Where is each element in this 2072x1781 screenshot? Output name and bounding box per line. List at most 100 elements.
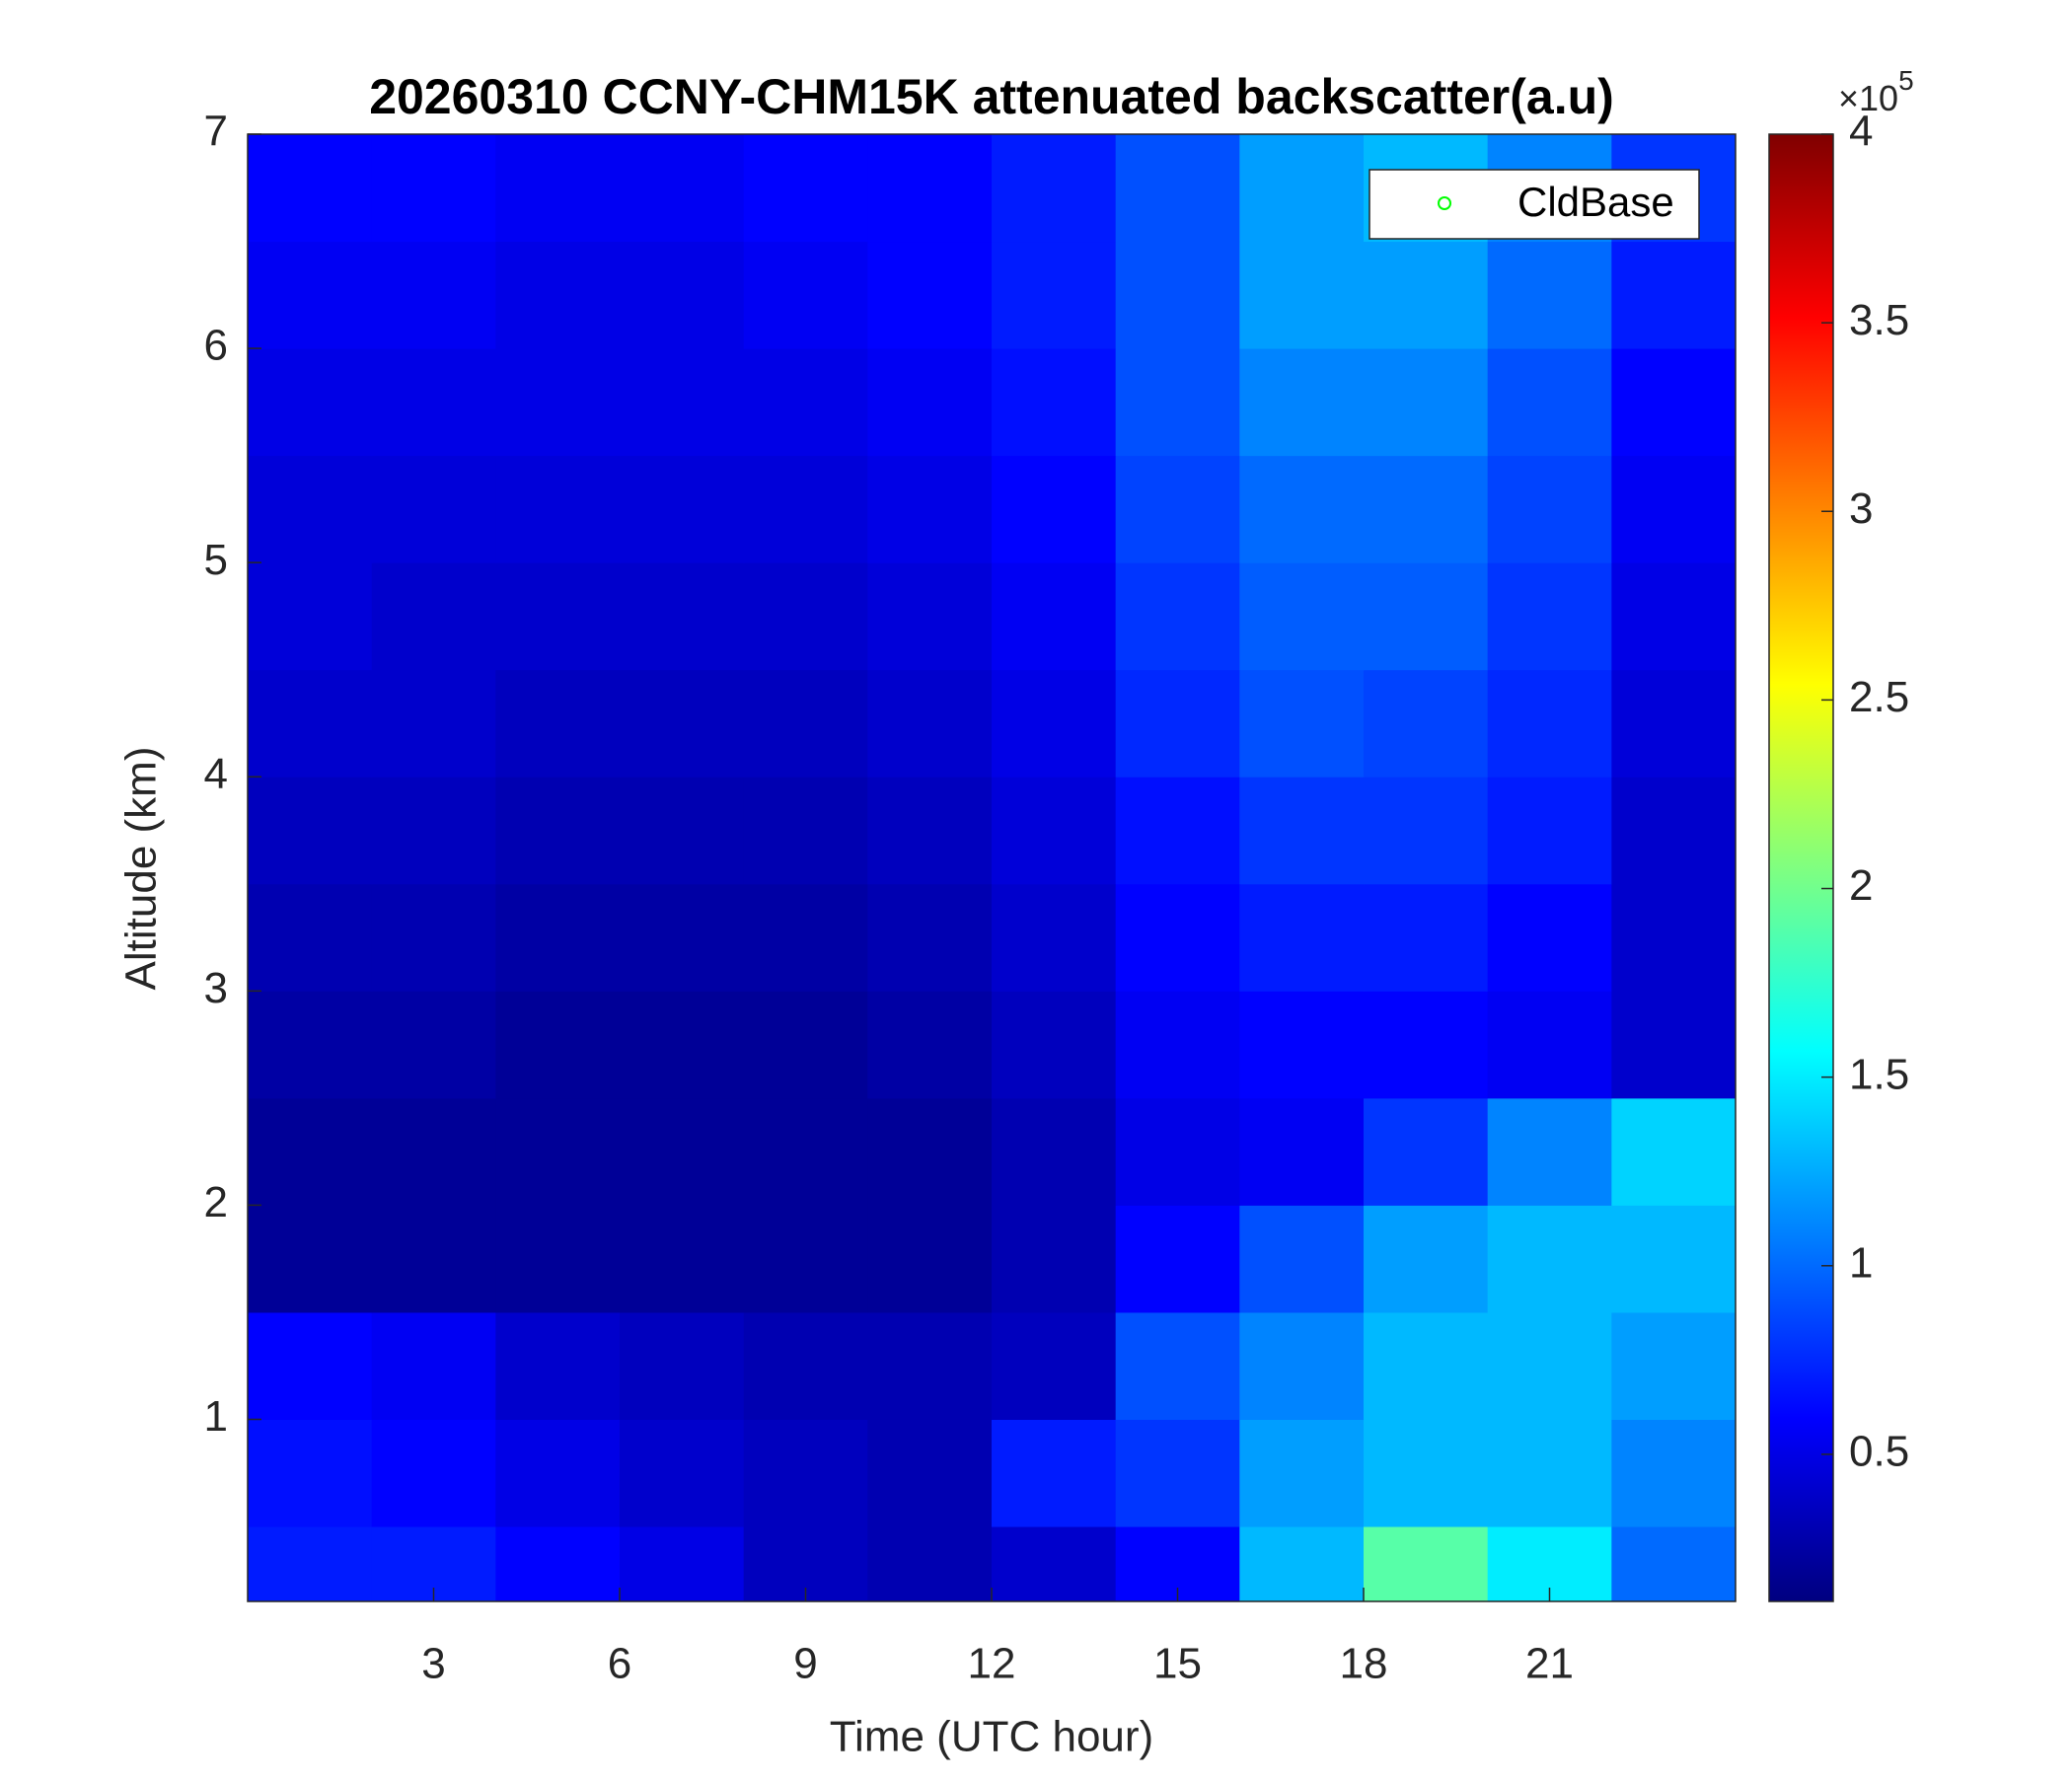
heatmap-cell <box>248 1205 373 1313</box>
heatmap-cell <box>1364 669 1489 778</box>
heatmap-cell <box>867 991 993 1099</box>
heatmap-cell <box>1487 1311 1612 1420</box>
heatmap-cell <box>1239 241 1365 349</box>
heatmap-cell <box>1115 1419 1240 1527</box>
colorbar <box>1768 133 1834 1602</box>
heatmap-cell <box>1364 241 1489 349</box>
heatmap-cell <box>743 348 868 457</box>
heatmap-cell <box>992 562 1117 671</box>
heatmap-cell <box>992 1311 1117 1420</box>
y-tick-label: 7 <box>204 108 228 156</box>
heatmap-cell <box>371 562 496 671</box>
heatmap-cell <box>1364 777 1489 885</box>
heatmap-cell <box>248 883 373 992</box>
heatmap-cell <box>867 669 993 778</box>
heatmap-cell <box>1239 883 1365 992</box>
multiplier-exponent: 5 <box>1898 65 1914 96</box>
heatmap-cell <box>1487 1419 1612 1527</box>
heatmap-cell <box>1239 134 1365 243</box>
heatmap-cell <box>743 241 868 349</box>
heatmap-cell <box>1364 1311 1489 1420</box>
heatmap-cell <box>248 991 373 1099</box>
heatmap-cell <box>1611 883 1737 992</box>
heatmap-cell <box>867 134 993 243</box>
heatmap-cell <box>1115 241 1240 349</box>
heatmap-cell <box>743 1097 868 1206</box>
heatmap-cell <box>867 1311 993 1420</box>
heatmap-cell <box>620 669 745 778</box>
heatmap-cell <box>1487 991 1612 1099</box>
heatmap-cell <box>1239 1526 1365 1602</box>
heatmap-cell <box>1611 669 1737 778</box>
colorbar-tick-label: 1 <box>1849 1238 1873 1287</box>
heatmap-cell <box>620 883 745 992</box>
heatmap-cell <box>1239 348 1365 457</box>
heatmap-cell <box>620 1097 745 1206</box>
heatmap-cell <box>620 134 745 243</box>
heatmap-cell <box>1364 1419 1489 1527</box>
heatmap-cell <box>1611 1097 1737 1206</box>
heatmap-cell <box>620 1311 745 1420</box>
heatmap-cell <box>743 669 868 778</box>
heatmap-cell <box>867 562 993 671</box>
heatmap-cell <box>1115 134 1240 243</box>
heatmap-cell <box>743 883 868 992</box>
heatmap-cell <box>1239 455 1365 563</box>
heatmap-cell <box>248 562 373 671</box>
heatmap-cell <box>1239 669 1365 778</box>
heatmap-cell <box>620 991 745 1099</box>
heatmap-cell <box>1364 991 1489 1099</box>
heatmap-cell <box>867 455 993 563</box>
heatmap-cell <box>1115 883 1240 992</box>
colorbar-tick-label: 2 <box>1849 861 1873 910</box>
heatmap-cell <box>743 1311 868 1420</box>
colorbar-tick-label: 3.5 <box>1849 296 1909 344</box>
heatmap-cell <box>1487 241 1612 349</box>
colorbar-tick-label: 3 <box>1849 484 1873 533</box>
heatmap-cell <box>1115 562 1240 671</box>
colorbar-multiplier: ×105 <box>1838 65 1914 117</box>
y-tick-label: 1 <box>204 1392 228 1441</box>
heatmap-cell <box>1487 669 1612 778</box>
y-axis-label: Altitude (km) <box>117 747 166 991</box>
colorbar-tick-label: 0.5 <box>1849 1428 1909 1476</box>
heatmap-cell <box>992 241 1117 349</box>
heatmap-cell <box>620 241 745 349</box>
heatmap-cell <box>1239 562 1365 671</box>
heatmap-cell <box>992 134 1117 243</box>
heatmap-cell <box>248 1311 373 1420</box>
heatmap-cell <box>1115 991 1240 1099</box>
multiplier-base: ×10 <box>1838 78 1898 118</box>
heatmap-cell <box>743 562 868 671</box>
heatmap-cell <box>743 455 868 563</box>
legend-box <box>1369 169 1700 240</box>
heatmap-cell <box>867 348 993 457</box>
colorbar-tick-label: 4 <box>1849 108 1873 156</box>
x-tick-label: 6 <box>608 1640 631 1688</box>
heatmap-cell <box>992 1097 1117 1206</box>
x-tick-label: 18 <box>1340 1640 1388 1688</box>
heatmap-cell <box>992 883 1117 992</box>
heatmap-cell <box>1364 562 1489 671</box>
heatmap-cell <box>371 455 496 563</box>
heatmap-cell <box>1487 1205 1612 1313</box>
heatmap-cell <box>1364 1097 1489 1206</box>
x-tick-label: 9 <box>793 1640 817 1688</box>
heatmap-cell <box>495 1419 621 1527</box>
heatmap-cell <box>867 777 993 885</box>
heatmap-cell <box>495 1311 621 1420</box>
heatmap-cell <box>1487 455 1612 563</box>
heatmap-cell <box>1239 777 1365 885</box>
heatmap-cell <box>1487 348 1612 457</box>
heatmap-cell <box>1611 1526 1737 1602</box>
heatmap-cell <box>1364 883 1489 992</box>
heatmap-cell <box>371 348 496 457</box>
heatmap-cell <box>371 1311 496 1420</box>
heatmap-cell <box>495 348 621 457</box>
heatmap-cell <box>248 1097 373 1206</box>
heatmap-cell <box>248 1419 373 1527</box>
heatmap-cell <box>495 883 621 992</box>
heatmap-cell <box>1239 1097 1365 1206</box>
heatmap-cell <box>1611 562 1737 671</box>
